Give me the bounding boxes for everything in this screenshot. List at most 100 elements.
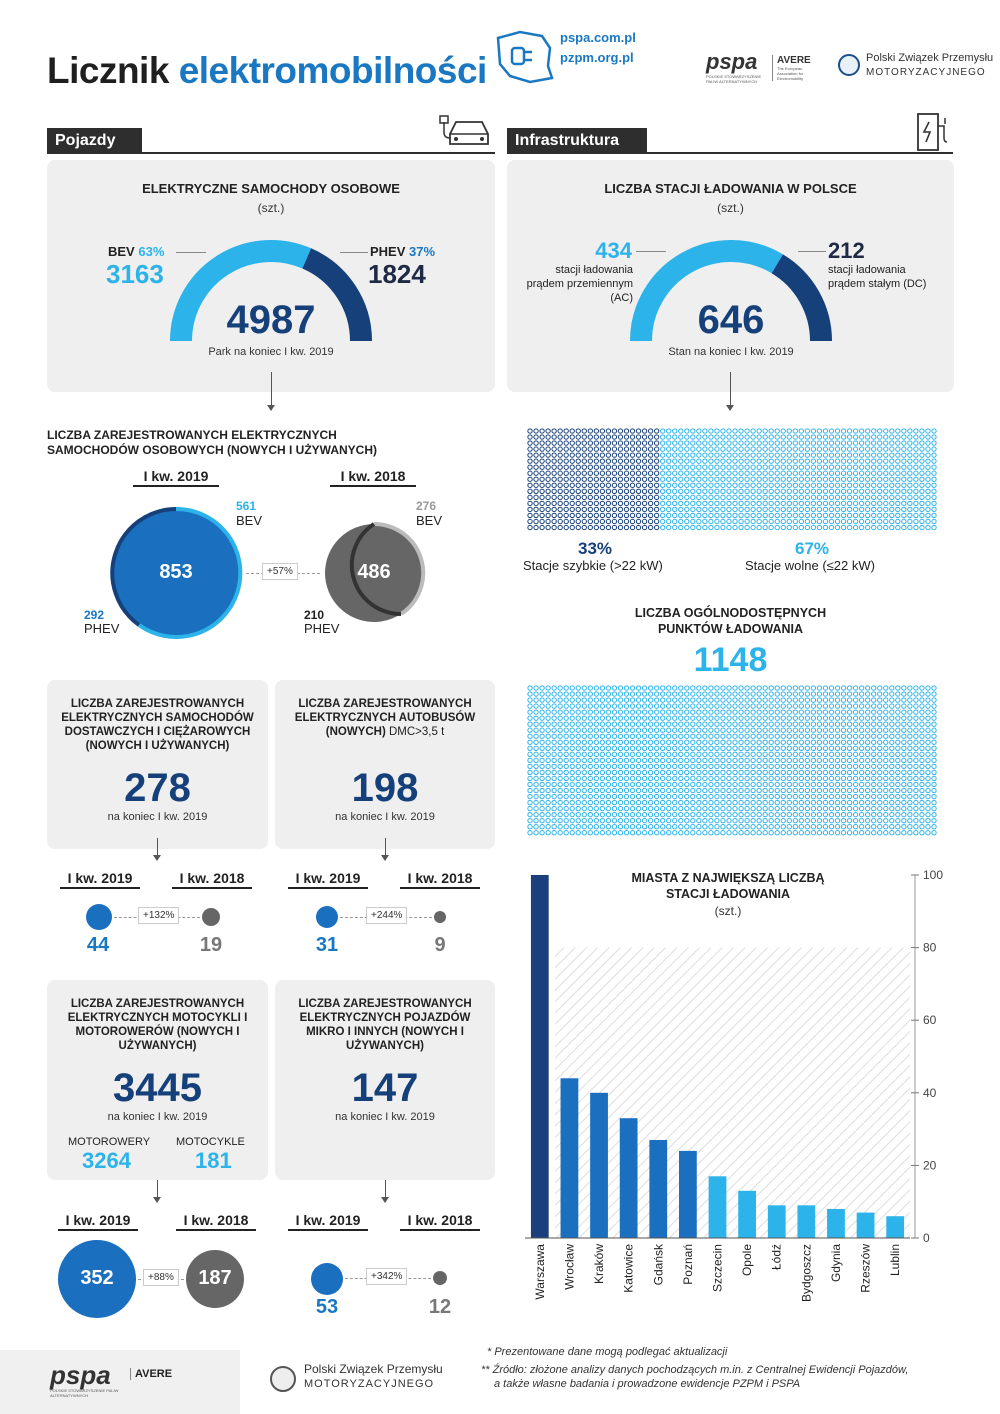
- grid-dot: [889, 697, 895, 703]
- grid-dot: [846, 482, 853, 488]
- grid-dot: [834, 733, 841, 739]
- grid-dot: [756, 787, 762, 794]
- grid-dot: [762, 781, 768, 788]
- grid-dot: [635, 763, 642, 770]
- grid-dot: [852, 518, 859, 525]
- grid-dot: [696, 440, 702, 446]
- micro-caption: na koniec I kw. 2019: [335, 1111, 435, 1123]
- grid-dot: [575, 715, 581, 721]
- grid-dot: [919, 691, 925, 697]
- grid-dot: [605, 824, 612, 830]
- grid-dot: [907, 452, 913, 458]
- grid-dot: [653, 482, 660, 488]
- grid-dot: [907, 512, 913, 519]
- grid-dot: [774, 763, 780, 770]
- grid-dot: [931, 817, 937, 824]
- grid-dot: [864, 757, 871, 764]
- grid-dot: [889, 685, 895, 691]
- grid-dot: [539, 805, 545, 812]
- grid-dot: [858, 458, 865, 464]
- grid-dot: [774, 799, 780, 806]
- grid-dot: [840, 482, 847, 488]
- grid-dot: [708, 830, 714, 836]
- grid-dot: [714, 799, 720, 806]
- cars-total: 4987: [226, 298, 316, 342]
- grid-dot: [599, 805, 606, 812]
- grid-dot: [539, 769, 545, 776]
- grid-dot: [659, 817, 666, 824]
- grid-dot: [635, 524, 642, 531]
- grid-dot: [599, 739, 606, 745]
- grid-dot: [647, 464, 654, 470]
- grid-dot: [635, 799, 642, 806]
- grid-dot: [925, 715, 931, 721]
- grid-dot: [605, 733, 612, 739]
- grid-dot: [840, 763, 847, 770]
- grid-dot: [551, 769, 557, 776]
- grid-dot: [834, 811, 841, 818]
- grid-dot: [846, 781, 853, 788]
- grid-dot: [768, 745, 774, 751]
- grid-dot: [551, 518, 557, 525]
- grid-dot: [840, 805, 847, 812]
- grid-dot: [864, 452, 871, 458]
- grid-dot: [786, 470, 792, 476]
- grid-dot: [732, 721, 738, 727]
- grid-dot: [798, 488, 805, 494]
- category-label: Rzeszów: [859, 1244, 873, 1293]
- grid-dot: [581, 518, 587, 525]
- grid-dot: [726, 703, 732, 709]
- grid-dot: [581, 482, 587, 488]
- grid-dot: [684, 787, 690, 794]
- grid-dot: [877, 518, 883, 525]
- grid-dot: [889, 769, 895, 776]
- grid-dot: [659, 751, 666, 758]
- grid-dot: [846, 470, 853, 476]
- grid-dot: [629, 787, 636, 794]
- grid-dot: [684, 781, 690, 788]
- grid-dot: [611, 500, 618, 507]
- url-pspa[interactable]: pspa.com.pl: [560, 30, 636, 45]
- grid-dot: [575, 506, 581, 513]
- grid-dot: [895, 715, 901, 721]
- grid-dot: [846, 769, 853, 776]
- grid-dot: [563, 721, 569, 727]
- grid-dot: [804, 715, 811, 721]
- grid-dot: [762, 428, 768, 434]
- grid-dot: [744, 452, 750, 458]
- grid-dot: [696, 824, 702, 830]
- grid-dot: [780, 494, 786, 501]
- url-pzpm[interactable]: pzpm.org.pl: [560, 50, 634, 65]
- grid-dot: [557, 488, 563, 494]
- grid-dot: [678, 721, 684, 727]
- grid-dot: [659, 763, 666, 770]
- grid-dot: [527, 691, 533, 697]
- grid-dot: [611, 799, 618, 806]
- grid-dot: [575, 470, 581, 476]
- grid-dot: [684, 500, 690, 507]
- grid-dot: [858, 793, 865, 800]
- footer-band: [0, 1350, 240, 1414]
- grid-dot: [702, 709, 708, 715]
- grid-dot: [804, 524, 811, 531]
- grid-dot: [684, 506, 690, 513]
- grid-dot: [678, 434, 684, 440]
- grid-dot: [762, 757, 768, 764]
- grid-dot: [599, 434, 606, 440]
- grid-dot: [822, 727, 829, 733]
- grid-dot: [617, 733, 624, 739]
- grid-dot: [786, 506, 792, 513]
- grid-dot: [871, 793, 877, 800]
- grid-dot: [617, 769, 624, 776]
- grid-dot: [696, 775, 702, 782]
- grid-dot: [792, 799, 798, 806]
- grid-dot: [696, 464, 702, 470]
- grid-dot: [816, 440, 823, 446]
- buses-title-new: (NOWYCH): [325, 726, 386, 738]
- grid-dot: [919, 697, 925, 703]
- grid-dot: [533, 703, 539, 709]
- grid-dot: [895, 464, 901, 470]
- grid-dot: [653, 769, 660, 776]
- grid-dot: [834, 494, 841, 501]
- grid-dot: [925, 434, 931, 440]
